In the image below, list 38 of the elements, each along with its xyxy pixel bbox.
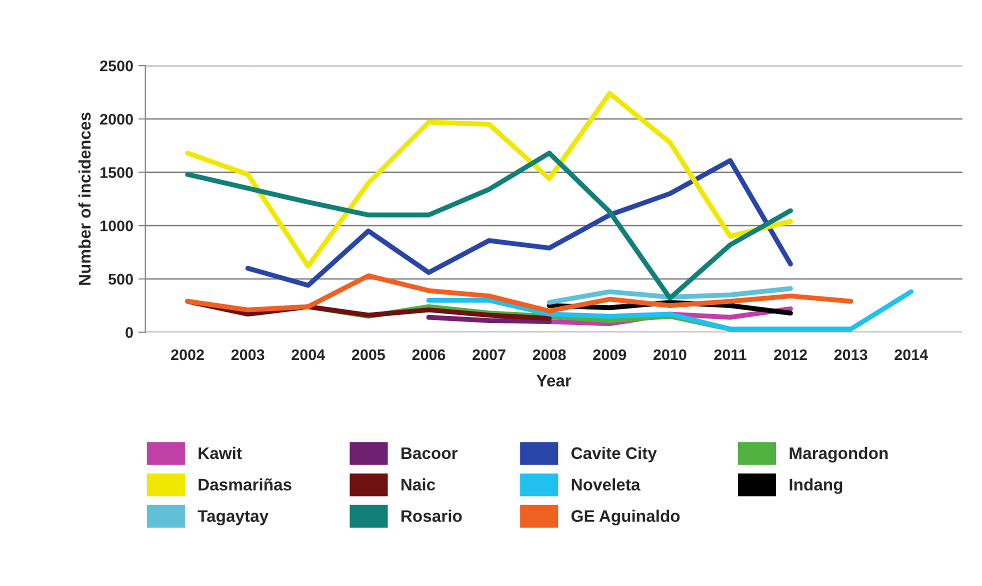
legend-label: Maragondon xyxy=(790,446,888,462)
y-tick-label: 500 xyxy=(108,274,133,285)
x-tick-label: 2013 xyxy=(834,349,868,360)
x-tick-label: 2011 xyxy=(714,349,746,360)
x-tick-label: 2005 xyxy=(352,349,386,360)
x-tick-label: 2008 xyxy=(532,349,566,360)
x-tick-label: 2003 xyxy=(231,349,264,360)
y-tick-label: 1500 xyxy=(100,167,133,178)
line-series xyxy=(245,158,793,288)
legend-label: Bacoor xyxy=(402,447,458,460)
line-series xyxy=(185,273,854,314)
legend-label: Tagaytay xyxy=(198,510,269,526)
line-series xyxy=(426,289,914,332)
x-tick-label: 2009 xyxy=(593,349,626,360)
x-tick-label: 2004 xyxy=(292,349,326,360)
legend-label: Cavite City xyxy=(571,446,657,462)
x-tick-label: 2012 xyxy=(774,349,807,360)
line-series xyxy=(185,90,793,269)
x-tick-label: 2010 xyxy=(653,349,686,360)
y-tick-label: 2500 xyxy=(100,60,133,72)
legend-label: Naic xyxy=(402,478,436,491)
legend-label: Rosario xyxy=(402,510,462,522)
y-tick-label: 1000 xyxy=(100,220,133,232)
y-axis-title: Number of incidences xyxy=(78,112,91,285)
legend-label: Indang xyxy=(790,478,842,494)
x-tick-label: 2007 xyxy=(472,349,506,360)
x-tick-label: 2006 xyxy=(412,349,446,360)
legend-label: Dasmariñas xyxy=(198,478,292,491)
x-axis-title: Year xyxy=(536,374,572,387)
legend-label: Kawit xyxy=(198,446,242,460)
x-tick-label: 2002 xyxy=(171,349,204,360)
line-series xyxy=(185,150,793,301)
legend-label: GE Aguinaldo xyxy=(571,510,680,526)
line-series xyxy=(546,286,793,305)
y-tick-label: 2000 xyxy=(100,114,133,125)
x-tick-label: 2014 xyxy=(894,349,928,360)
legend-label: Noveleta xyxy=(572,478,640,491)
y-tick-label: 0 xyxy=(126,327,133,338)
